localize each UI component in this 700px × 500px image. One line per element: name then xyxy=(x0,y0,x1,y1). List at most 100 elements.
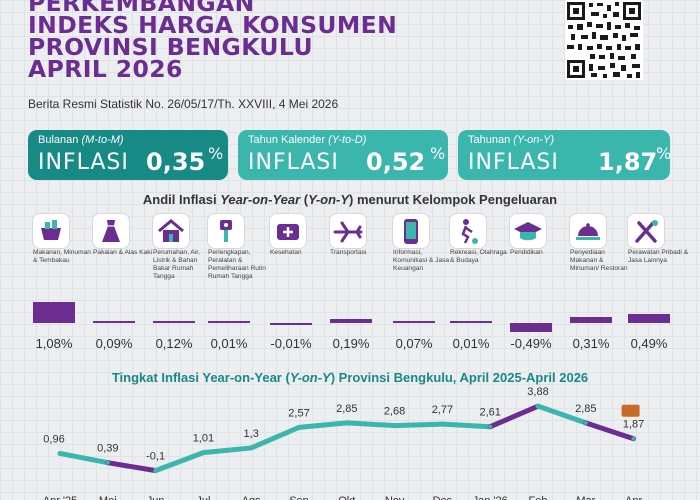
category-label: Perawatan Pribadi & Jasa Lainnya xyxy=(628,249,689,264)
category-value: 1,08% xyxy=(35,336,73,351)
category-bar xyxy=(153,320,195,323)
series-segment xyxy=(57,450,111,466)
shopping-basket-icon xyxy=(33,214,69,248)
category-bar xyxy=(208,321,250,323)
category-label: Perlengkapan, Peralatan & Pemeliharaan R… xyxy=(208,249,266,280)
category-value: 0,19% xyxy=(332,336,370,351)
x-tick-label: Mar xyxy=(576,495,595,500)
kpi-card-ytd: Tahun Kalender (Y-to-D) INFLASI 0,52 % xyxy=(238,130,448,180)
release-subtitle: Berita Resmi Statistik No. 26/05/17/Th. … xyxy=(28,97,339,111)
kpi-word: INFLASI xyxy=(38,150,129,175)
category-value: -0,01% xyxy=(270,336,312,351)
kpi-value: 1,87 xyxy=(598,148,658,176)
x-tick-label: Jan '26 xyxy=(473,495,508,500)
category-value: 0,01% xyxy=(452,336,490,351)
category-value: 0,12% xyxy=(155,336,193,351)
series-segment xyxy=(392,421,445,429)
category-value: 0,09% xyxy=(95,336,133,351)
x-tick-label: Sep xyxy=(289,495,309,500)
category-label: Penyediaan Makanan & Minuman/ Restoran xyxy=(570,249,628,272)
category-bar xyxy=(270,323,312,325)
category-label: Transportasi xyxy=(330,249,367,256)
x-tick-label: Mei xyxy=(99,495,117,500)
kpi-unit: % xyxy=(656,144,672,163)
category-label: Pendidikan xyxy=(510,249,543,256)
category-bar xyxy=(450,321,492,323)
x-tick-label: Jul xyxy=(196,495,210,500)
kpi-label: Bulanan (M-to-M) xyxy=(38,134,218,147)
category-value: 0,01% xyxy=(210,336,248,351)
kpi-label-italic: (Y-on-Y) xyxy=(513,134,555,146)
category-label: Informasi, Komunikasi & Jasa Keuangan xyxy=(393,249,450,272)
data-point xyxy=(440,422,445,427)
data-label: 1,87 xyxy=(623,419,644,431)
category-bar xyxy=(628,313,670,323)
andil-title-part: ( xyxy=(300,192,309,207)
series-segment xyxy=(439,421,493,430)
andil-section-title: Andil Inflasi Year-on-Year (Y-on-Y) menu… xyxy=(0,192,700,207)
series-segment xyxy=(105,460,159,474)
data-point xyxy=(297,425,301,430)
data-label: 0,96 xyxy=(43,433,64,445)
data-label: -0,1 xyxy=(146,451,165,463)
data-label: 0,39 xyxy=(97,443,118,455)
kpi-label: Tahunan (Y-on-Y) xyxy=(468,134,660,147)
category-label: Kesehatan xyxy=(270,249,302,256)
data-label: 2,85 xyxy=(575,403,596,415)
series-segment xyxy=(153,450,206,474)
dress-icon xyxy=(93,214,129,248)
data-point xyxy=(488,424,493,429)
kpi-label-main: Tahunan xyxy=(468,134,511,146)
kpi-unit: % xyxy=(430,144,446,163)
series-segment xyxy=(583,420,637,442)
series-segment xyxy=(344,420,398,429)
category-label: Pakaian & Alas Kaki xyxy=(93,249,153,256)
data-label: 3,88 xyxy=(527,386,548,398)
data-label: 1,3 xyxy=(244,428,259,440)
data-point xyxy=(344,420,349,425)
data-label: 2,85 xyxy=(336,403,357,415)
kpi-label-main: Tahun Kalender xyxy=(248,134,326,146)
kpi-word: INFLASI xyxy=(468,150,559,175)
kpi-card-yoy: Tahunan (Y-on-Y) INFLASI 1,87 % xyxy=(458,130,672,180)
series-segment xyxy=(487,403,541,430)
yoy-line-chart: 0,96 Apr '25 0,39 Mei -0,1 Jun 1,01 Jul 1,3 Ags 2,… xyxy=(43,386,645,500)
tools-icon xyxy=(628,214,664,248)
x-tick-label: Apr '25 xyxy=(43,495,78,500)
title-line: INDEKS HARGA KONSUMEN xyxy=(28,11,398,39)
x-tick-label: Ags xyxy=(242,495,261,500)
football-player-icon xyxy=(450,214,486,248)
kpi-value: 0,52 xyxy=(366,148,426,176)
data-point xyxy=(249,445,254,450)
series-segment xyxy=(296,420,350,430)
qr-code-icon[interactable] xyxy=(565,0,643,80)
airplane-icon xyxy=(330,214,366,248)
data-point xyxy=(583,420,588,425)
data-point xyxy=(105,460,110,465)
category-value: 0,49% xyxy=(630,336,668,351)
x-tick-label: Feb xyxy=(529,495,548,500)
category-bar xyxy=(33,302,75,323)
kpi-label-italic: (M-to-M) xyxy=(81,134,124,146)
data-point xyxy=(201,450,206,455)
data-point xyxy=(631,436,636,441)
category-value: 0,31% xyxy=(572,336,610,351)
category-label: Rekreasi, Olahraga & Budaya xyxy=(450,249,507,264)
category-label: Perumahan, Air, Listrik & Bahan Bakar Ru… xyxy=(153,249,200,280)
category-bar xyxy=(570,317,612,323)
first-aid-kit-icon xyxy=(270,214,306,248)
data-label: 2,61 xyxy=(479,407,500,419)
calendar-marker-icon xyxy=(621,404,640,417)
andil-title-part: ) menurut Kelompok Pengeluaran xyxy=(349,192,558,207)
category-value: 0,07% xyxy=(395,336,433,351)
data-label: 2,77 xyxy=(432,404,453,416)
household-tool-icon xyxy=(208,214,244,248)
data-point xyxy=(58,451,62,456)
data-label: 1,01 xyxy=(193,433,214,445)
series-segment xyxy=(200,445,254,456)
house-icon xyxy=(153,214,189,248)
x-tick-label: Des xyxy=(433,495,453,500)
category-bar xyxy=(393,321,435,323)
category-bar xyxy=(93,321,135,323)
category-bar xyxy=(510,323,552,333)
